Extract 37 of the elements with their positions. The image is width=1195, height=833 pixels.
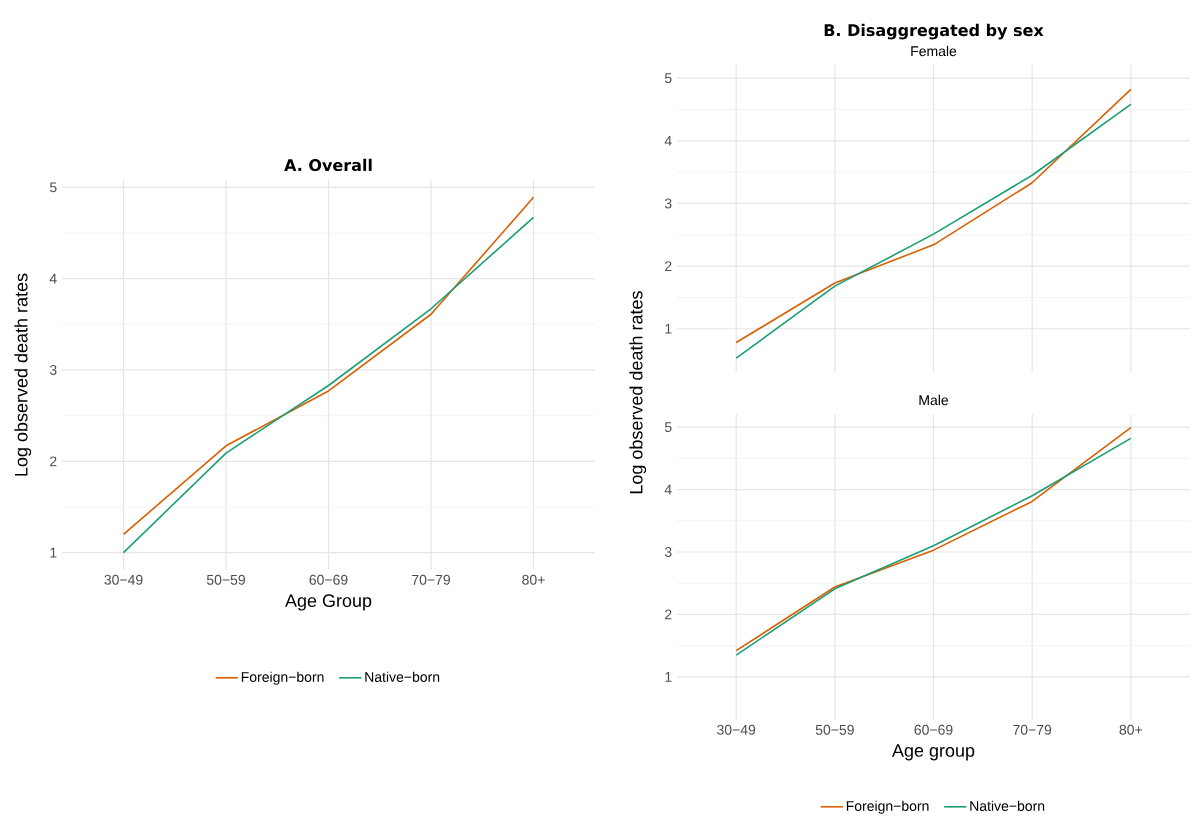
x-tick-label: 70−79 (1013, 724, 1052, 735)
x-axis-title: Age Group (285, 594, 372, 611)
x-tick-label: 30−49 (104, 574, 143, 585)
chart-subtitle: Female (911, 45, 957, 57)
legend-label: Native−born (970, 800, 1045, 811)
chart-title: B. Disaggregated by sex (824, 23, 1044, 40)
x-axis-title: Age group (892, 744, 975, 761)
x-tick-label: 80+ (522, 574, 545, 585)
y-tick-label: 2 (50, 456, 57, 467)
y-tick-label: 5 (49, 182, 57, 193)
y-tick-label: 3 (664, 198, 672, 209)
x-tick-label: 80+ (1119, 724, 1142, 735)
chart-title: A. Overall (284, 158, 372, 172)
y-tick-label: 2 (665, 609, 672, 620)
x-tick-label: 30−49 (717, 724, 756, 735)
x-tick-label: 50−59 (206, 574, 245, 585)
y-tick-label: 1 (665, 323, 672, 334)
y-tick-label: 4 (664, 135, 672, 146)
y-tick-label: 1 (665, 672, 672, 682)
y-tick-label: 5 (664, 422, 672, 432)
y-axis-title: Log observed death rates (629, 291, 647, 494)
y-axis-title: Log observed death rates (14, 273, 32, 476)
y-tick-label: 2 (665, 261, 672, 271)
y-tick-label: 3 (49, 365, 57, 375)
y-tick-label: 4 (49, 273, 57, 284)
x-tick-label: 50−59 (815, 724, 854, 735)
x-tick-label: 70−79 (412, 574, 450, 585)
y-tick-label: 3 (664, 547, 672, 557)
legend-label: Foreign−born (846, 800, 929, 814)
legend-label: Native−born (365, 671, 440, 682)
x-tick-label: 60−69 (309, 574, 348, 585)
legend-label: Foreign−born (241, 671, 324, 685)
chart-subtitle: Male (919, 394, 949, 406)
x-tick-label: 60−69 (914, 724, 953, 735)
y-tick-label: 4 (664, 484, 672, 495)
y-tick-label: 1 (50, 547, 57, 558)
y-tick-label: 5 (664, 73, 672, 84)
